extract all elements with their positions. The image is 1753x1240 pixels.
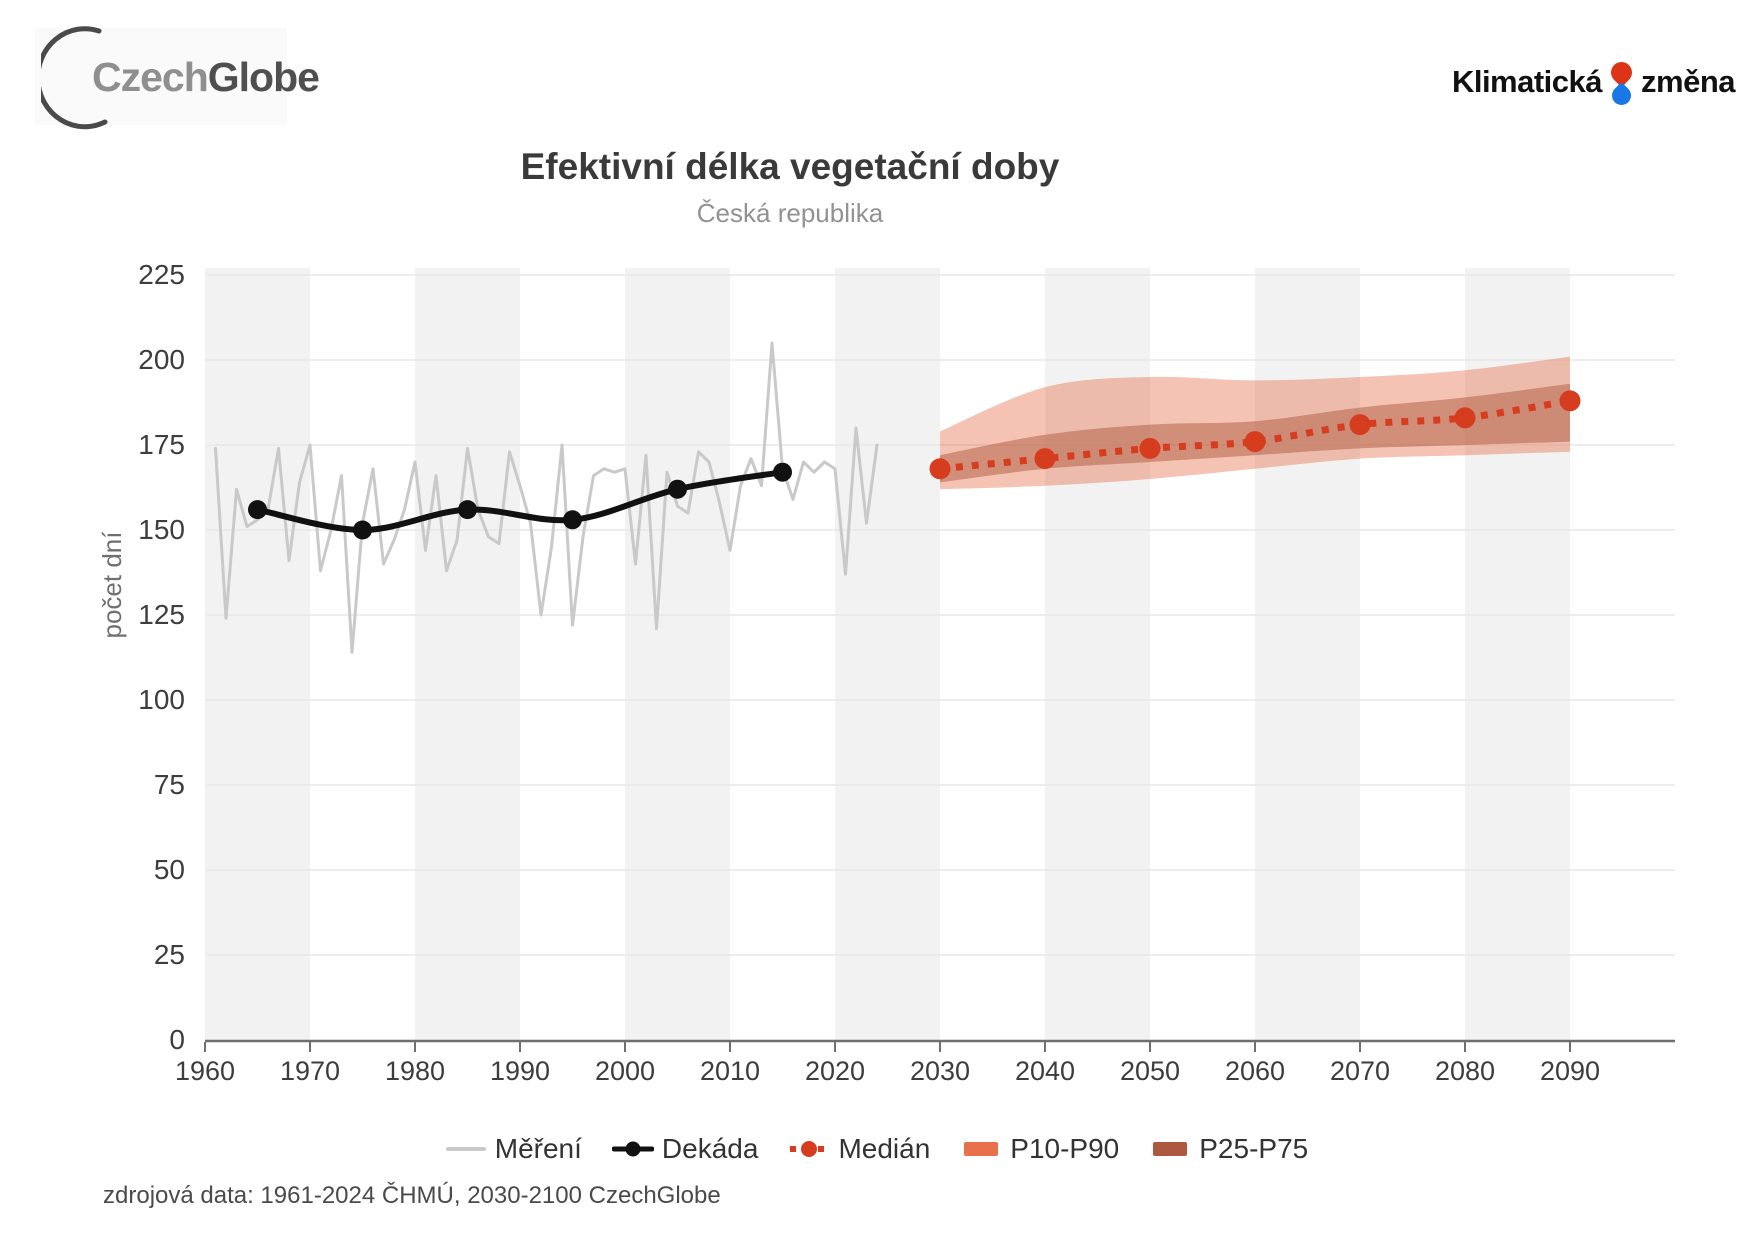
median-point-2080 [1454,407,1476,429]
klimaticka-zmena-logo: Klimatická změna [1452,52,1735,112]
title-block: Efektivní délka vegetační doby Česká rep… [0,146,1580,229]
legend-label-dekada: Dekáda [661,1133,759,1164]
x-tick-label-2020: 2020 [805,1056,865,1086]
dekada-point-1965 [248,500,267,520]
czechglobe-word-globe: Globe [207,54,320,100]
y-tick-label-25: 25 [154,939,185,970]
x-tick-label-1960: 1960 [175,1056,235,1086]
x-tick-label-1990: 1990 [490,1056,550,1086]
x-tick-label-2080: 2080 [1435,1056,1495,1086]
x-tick-label-2030: 2030 [910,1056,970,1086]
dekada-point-1975 [353,520,372,540]
background-stripe [835,268,940,1040]
dekada-point-2005 [668,479,687,499]
p10p90-legend-marker-icon [964,1142,999,1156]
median-point-2040 [1034,448,1056,470]
klimaticka-word: Klimatická [1451,64,1603,99]
background-stripe [1045,268,1150,1040]
legend-item-mereni: Měření [445,1133,582,1165]
czechglobe-word-czech: Czech [92,54,209,100]
legend-label-p10p90: P10-P90 [1010,1133,1120,1164]
dekada-point-1995 [563,510,582,530]
legend-label-mereni: Měření [494,1133,582,1164]
y-tick-label-175: 175 [138,429,185,460]
median-legend-marker-icon [790,1141,829,1157]
median-point-2050 [1139,437,1161,459]
czechglobe-crescent-icon [41,26,108,130]
legend-item-dekada: Dekáda [611,1133,759,1165]
y-tick-label-75: 75 [154,769,185,800]
y-tick-label-125: 125 [138,599,185,630]
x-tick-label-2050: 2050 [1120,1056,1180,1086]
x-tick-label-2000: 2000 [595,1056,655,1086]
mereni-line [214,341,879,654]
y-tick-label-100: 100 [138,684,185,715]
dekada-point-1985 [458,500,477,520]
median-point-2060 [1244,431,1266,453]
x-tick-label-2060: 2060 [1225,1056,1285,1086]
background-stripe [625,268,730,1040]
median-point-2090 [1559,390,1581,412]
y-tick-label-0: 0 [169,1024,185,1055]
y-tick-label-150: 150 [138,514,185,545]
x-tick-label-2090: 2090 [1540,1056,1600,1086]
blue-drop-icon [1608,81,1635,109]
chart-title: Efektivní délka vegetační doby [520,146,1060,187]
x-tick-label-2040: 2040 [1015,1056,1075,1086]
legend-item-p10p90: P10-P90 [960,1133,1119,1165]
legend-label-p25p75: P25-P75 [1199,1133,1309,1164]
legend-item-p25p75: P25-P75 [1149,1133,1308,1165]
p25p75-legend-marker-icon [1153,1142,1188,1156]
median-point-2070 [1349,414,1371,436]
klimaticka-drops-icon [1606,57,1637,109]
background-stripe [1255,268,1360,1040]
legend-label-median: Medián [838,1133,931,1164]
dekada-point-2015 [773,462,792,482]
y-tick-label-50: 50 [154,854,185,885]
dekada-legend-marker-icon [611,1141,654,1157]
y-tick-label-200: 200 [138,344,185,375]
x-tick-label-1980: 1980 [385,1056,445,1086]
background-stripe [205,268,310,1040]
source-note: zdrojová data: 1961-2024 ČHMÚ, 2030-2100… [103,1182,721,1209]
legend-item-median: Medián [788,1133,930,1165]
czechglobe-wordmark: CzechGlobe [92,54,320,101]
dekada-line [254,469,786,534]
zmena-word: změna [1641,64,1735,99]
y-tick-label-225: 225 [138,259,185,290]
chart-subtitle: Česká republika [696,198,884,228]
x-tick-label-2070: 2070 [1330,1056,1390,1086]
median-point-2030 [929,458,951,480]
mereni-legend-marker-icon [445,1147,486,1151]
legend: Měření Dekáda Medián P10-P90 P25-P75 [0,1126,1753,1172]
x-tick-label-2010: 2010 [700,1056,760,1086]
y-axis-label: počet dní [97,531,127,639]
czechglobe-logo: CzechGlobe [35,26,320,130]
x-tick-label-1970: 1970 [280,1056,340,1086]
background-stripe [415,268,520,1040]
